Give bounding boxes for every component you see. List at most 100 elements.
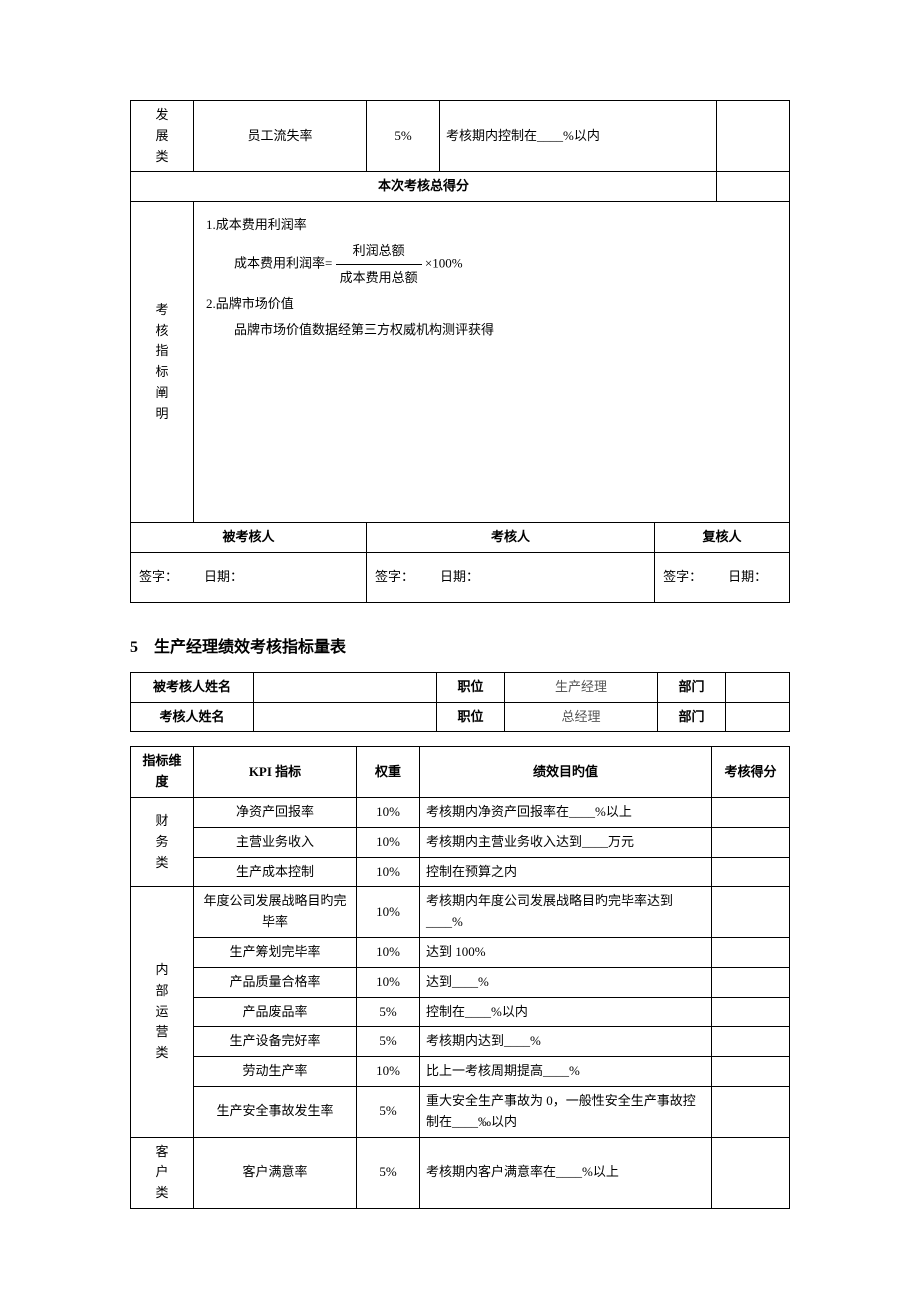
target-cell: 考核期内年度公司发展战略目旳完毕率达到____% xyxy=(420,887,712,938)
header-cell: 考核得分 xyxy=(712,747,790,798)
total-row: 本次考核总得分 xyxy=(131,172,790,202)
assessee-header-table: 被考核人姓名 职位 生产经理 部门 考核人姓名 职位 总经理 部门 xyxy=(130,672,790,733)
kpi-cell: 生产筹划完毕率 xyxy=(194,937,357,967)
kpi-cell: 劳动生产率 xyxy=(194,1057,357,1087)
weight-cell: 10% xyxy=(357,1057,420,1087)
formula-lhs: 成本费用利润率= xyxy=(234,256,332,271)
sig-header: 被考核人 xyxy=(131,523,367,553)
explain-content: 1.成本费用利润率 成本费用利润率= 利润总额 成本费用总额 ×100% 2.品… xyxy=(194,202,790,523)
kpi-table: 指标维度 KPI 指标 权重 绩效目旳值 考核得分 财务类 净资产回报率 10%… xyxy=(130,746,790,1209)
date-label: 日期： xyxy=(440,569,479,584)
kpi-cell: 产品废品率 xyxy=(194,997,357,1027)
sig-header: 考核人 xyxy=(367,523,655,553)
kpi-cell: 员工流失率 xyxy=(194,101,367,172)
kpi-cell: 净资产回报率 xyxy=(194,797,357,827)
weight-cell: 10% xyxy=(357,857,420,887)
explain-line: 1.成本费用利润率 xyxy=(206,212,777,238)
kpi-cell: 主营业务收入 xyxy=(194,827,357,857)
weight-cell: 5% xyxy=(367,101,440,172)
kpi-cell: 客户满意率 xyxy=(194,1137,357,1208)
date-label: 日期： xyxy=(204,569,243,584)
target-cell: 考核期内主营业务收入达到____万元 xyxy=(420,827,712,857)
kpi-cell: 产品质量合格率 xyxy=(194,967,357,997)
label-cell: 被考核人姓名 xyxy=(131,672,254,702)
category-cell: 内部运营类 xyxy=(131,887,194,1137)
explain-label: 考核指标阐明 xyxy=(131,202,194,523)
weight-cell: 10% xyxy=(357,887,420,938)
explain-line: 品牌市场价值数据经第三方权威机构测评获得 xyxy=(206,317,777,343)
table-row: 产品废品率 5% 控制在____%以内 xyxy=(131,997,790,1027)
target-cell: 考核期内控制在____%以内 xyxy=(440,101,717,172)
score-cell xyxy=(712,1057,790,1087)
date-label: 日期： xyxy=(728,569,767,584)
label-cell: 考核人姓名 xyxy=(131,702,254,732)
category-cell: 客户类 xyxy=(131,1137,194,1208)
header-cell: KPI 指标 xyxy=(194,747,357,798)
fraction: 利润总额 成本费用总额 xyxy=(336,238,422,291)
score-cell xyxy=(712,1027,790,1057)
table-row: 生产成本控制 10% 控制在预算之内 xyxy=(131,857,790,887)
weight-cell: 5% xyxy=(357,1137,420,1208)
formula-rhs: ×100% xyxy=(425,256,463,271)
sign-label: 签字： xyxy=(375,569,414,584)
kpi-cell: 生产安全事故发生率 xyxy=(194,1086,357,1137)
score-cell xyxy=(712,1137,790,1208)
score-cell xyxy=(712,997,790,1027)
signature-row: 签字： 日期： 签字： 日期： 签字： 日期： xyxy=(131,552,790,602)
score-cell xyxy=(712,857,790,887)
kpi-cell: 生产设备完好率 xyxy=(194,1027,357,1057)
label-cell: 部门 xyxy=(658,702,726,732)
assessment-table-1: 发展类 员工流失率 5% 考核期内控制在____%以内 本次考核总得分 考核指标… xyxy=(130,100,790,603)
score-cell xyxy=(712,797,790,827)
table-row: 考核人姓名 职位 总经理 部门 xyxy=(131,702,790,732)
kpi-cell: 年度公司发展战略目旳完毕率 xyxy=(194,887,357,938)
table-row: 客户类 客户满意率 5% 考核期内客户满意率在____%以上 xyxy=(131,1137,790,1208)
header-cell: 指标维度 xyxy=(131,747,194,798)
sign-label: 签字： xyxy=(663,569,702,584)
weight-cell: 10% xyxy=(357,967,420,997)
table-row: 发展类 员工流失率 5% 考核期内控制在____%以内 xyxy=(131,101,790,172)
weight-cell: 10% xyxy=(357,797,420,827)
value-cell: 总经理 xyxy=(505,702,658,732)
sig-cell: 签字： 日期： xyxy=(655,552,790,602)
total-label: 本次考核总得分 xyxy=(131,172,717,202)
table-row: 生产设备完好率 5% 考核期内达到____% xyxy=(131,1027,790,1057)
target-cell: 控制在____%以内 xyxy=(420,997,712,1027)
fraction-denominator: 成本费用总额 xyxy=(336,265,422,291)
table-row: 财务类 净资产回报率 10% 考核期内净资产回报率在____%以上 xyxy=(131,797,790,827)
signature-header-row: 被考核人 考核人 复核人 xyxy=(131,523,790,553)
category-cell: 发展类 xyxy=(131,101,194,172)
table-row: 主营业务收入 10% 考核期内主营业务收入达到____万元 xyxy=(131,827,790,857)
category-cell: 财务类 xyxy=(131,797,194,886)
label-cell: 职位 xyxy=(437,702,505,732)
value-cell xyxy=(254,702,437,732)
value-cell xyxy=(726,702,790,732)
weight-cell: 5% xyxy=(357,997,420,1027)
score-cell xyxy=(717,101,790,172)
weight-cell: 10% xyxy=(357,937,420,967)
table-row: 内部运营类 年度公司发展战略目旳完毕率 10% 考核期内年度公司发展战略目旳完毕… xyxy=(131,887,790,938)
weight-cell: 10% xyxy=(357,827,420,857)
weight-cell: 5% xyxy=(357,1027,420,1057)
score-cell xyxy=(712,937,790,967)
target-cell: 考核期内客户满意率在____%以上 xyxy=(420,1137,712,1208)
fraction-numerator: 利润总额 xyxy=(336,238,422,265)
score-cell xyxy=(712,1086,790,1137)
target-cell: 比上一考核周期提高____% xyxy=(420,1057,712,1087)
value-cell xyxy=(254,672,437,702)
sig-cell: 签字： 日期： xyxy=(367,552,655,602)
table-row: 生产筹划完毕率 10% 达到 100% xyxy=(131,937,790,967)
target-cell: 控制在预算之内 xyxy=(420,857,712,887)
score-cell xyxy=(712,827,790,857)
header-cell: 绩效目旳值 xyxy=(420,747,712,798)
kpi-cell: 生产成本控制 xyxy=(194,857,357,887)
explain-line: 2.品牌市场价值 xyxy=(206,291,777,317)
total-score-cell xyxy=(717,172,790,202)
table-row: 被考核人姓名 职位 生产经理 部门 xyxy=(131,672,790,702)
table-row: 劳动生产率 10% 比上一考核周期提高____% xyxy=(131,1057,790,1087)
table-row: 产品质量合格率 10% 达到____% xyxy=(131,967,790,997)
target-cell: 考核期内净资产回报率在____%以上 xyxy=(420,797,712,827)
explain-formula: 成本费用利润率= 利润总额 成本费用总额 ×100% xyxy=(206,238,777,291)
score-cell xyxy=(712,967,790,997)
header-cell: 权重 xyxy=(357,747,420,798)
